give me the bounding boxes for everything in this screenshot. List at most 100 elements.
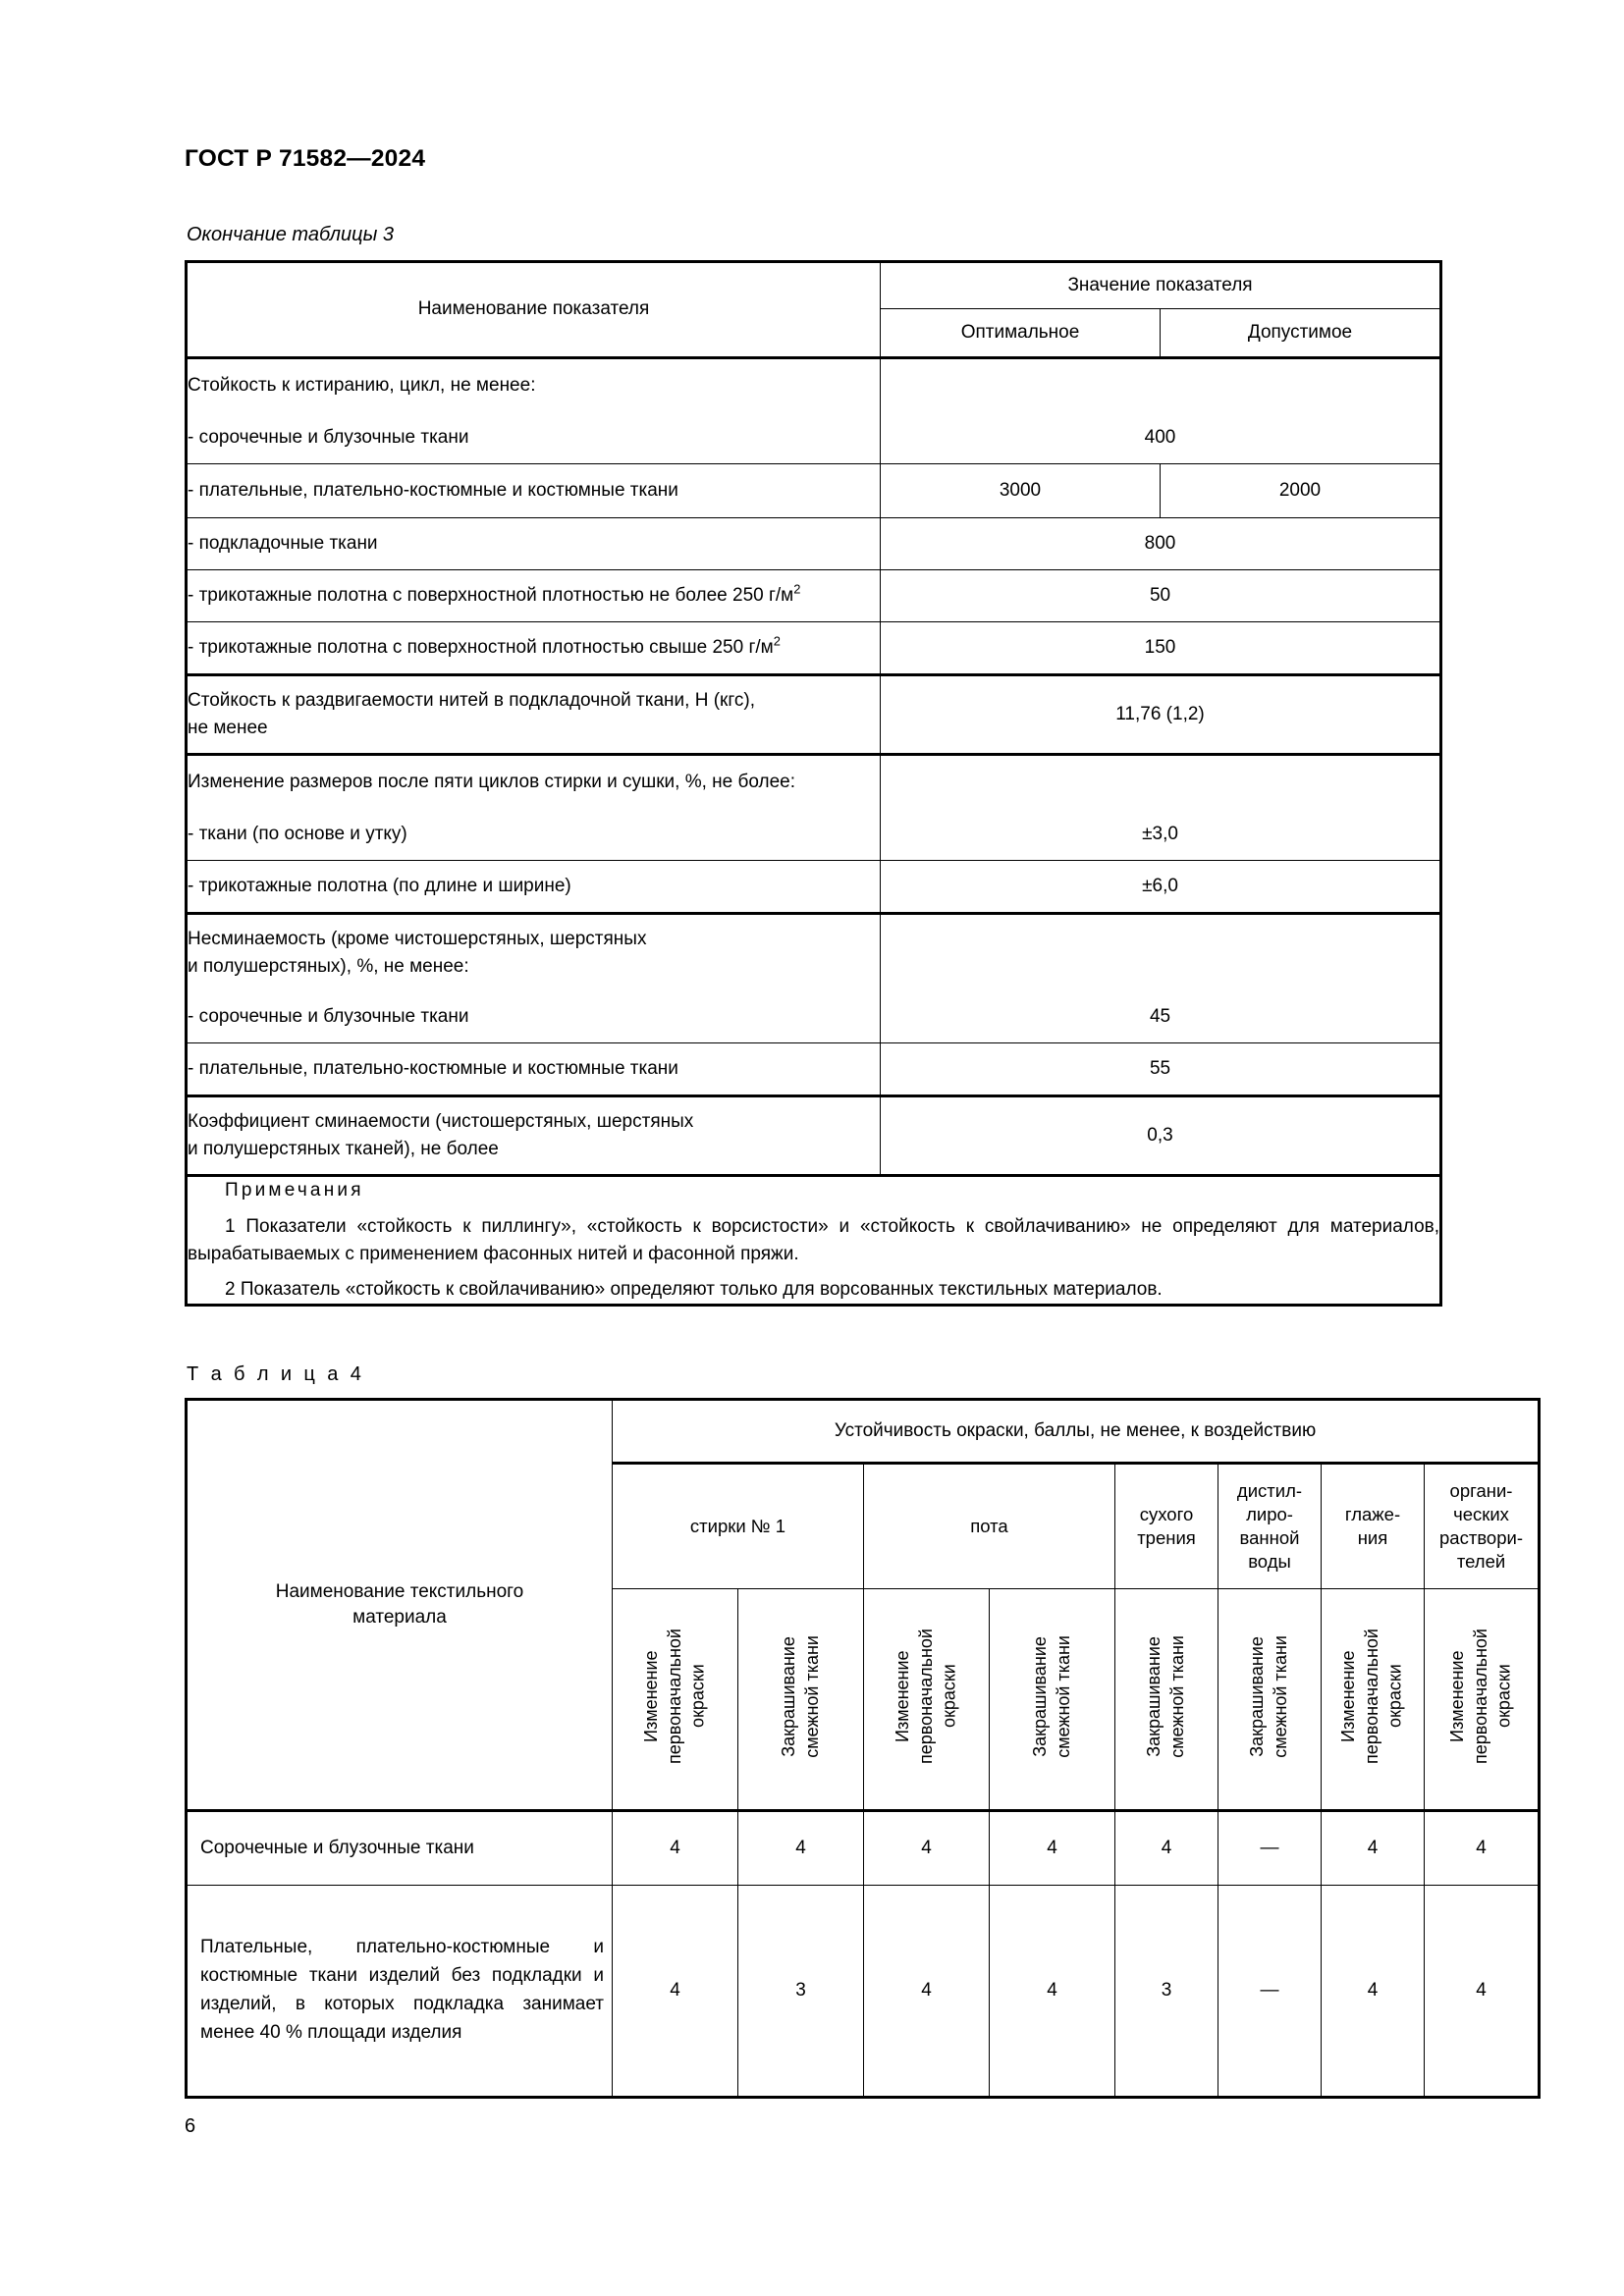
table4-cell: 4 <box>989 1810 1115 1886</box>
table3-row-label: - сорочечные и блузочные ткани <box>185 991 881 1043</box>
table4-group-dry-friction: сухого трения <box>1114 1463 1218 1589</box>
table-row: - трикотажные полотна с поверхностной пл… <box>185 621 1443 675</box>
table-row: Плательные, плательно-костюмные и костюм… <box>185 1885 1542 2099</box>
table4-subcol-label: Изменение первоначальной окраски <box>1446 1629 1514 1764</box>
table4-cell: 4 <box>1321 1810 1425 1886</box>
table4-subcol-8: Изменение первоначальной окраски <box>1423 1588 1542 1812</box>
table4-cell: 3 <box>737 1885 864 2099</box>
table4-group-organic-solvents: органи- ческих раствори- телей <box>1423 1463 1542 1589</box>
table3-header-row-2: Оптимальное Допустимое <box>187 308 1443 359</box>
table3-row-value: 150 <box>879 621 1443 675</box>
table3-row-label: Стойкость к раздвигаемости нитей в подкл… <box>185 673 881 755</box>
table4-group-distilled-water: дистил- лиро- ванной воды <box>1218 1463 1322 1589</box>
table3-row-value: 400 <box>879 412 1443 464</box>
table-3: Наименование показателя Значение показат… <box>184 260 1443 1307</box>
note-item: 1 Показатели «стойкость к пиллингу», «ст… <box>188 1215 1440 1265</box>
table3-row-label: - плательные, плательно-костюмные и кост… <box>185 463 881 518</box>
table3-row-label: - трикотажные полотна с поверхностной пл… <box>185 569 881 622</box>
table3-col-header-value-group: Значение показателя <box>879 260 1443 309</box>
table3-row-label: - трикотажные полотна (по длине и ширине… <box>185 860 881 914</box>
table4-cell: 4 <box>1423 1810 1542 1886</box>
table3-row-label-text: - трикотажные полотна с поверхностной пл… <box>188 637 774 659</box>
table3-col-header-name: Наименование показателя <box>185 260 881 359</box>
table4-cell: 4 <box>989 1885 1115 2099</box>
table-row: Изменение размеров после пяти циклов сти… <box>185 753 1443 809</box>
table4-cell: 4 <box>863 1885 990 2099</box>
table4-caption: Т а б л и ц а 4 <box>187 1363 365 1385</box>
table3-col-header-optimal: Оптимальное <box>880 308 1161 359</box>
table4-subcol-label: Изменение первоначальной окраски <box>1338 1629 1405 1764</box>
superscript-two: 2 <box>773 633 781 649</box>
table3-row-label: - плательные, плательно-костюмные и кост… <box>185 1042 881 1096</box>
table4-row-material: Сорочечные и блузочные ткани <box>185 1810 613 1886</box>
table3-row-value-allowed: 2000 <box>1159 463 1443 518</box>
table3-row-value: 55 <box>879 1042 1443 1096</box>
table4-subcol-label: Закрашивание смежной ткани <box>1144 1634 1187 1758</box>
table3-row-value: 45 <box>879 991 1443 1043</box>
table3-header-row-1: Наименование показателя Значение показат… <box>185 260 1443 359</box>
table4-cell: 4 <box>1321 1885 1425 2099</box>
table4-group-washing: стирки № 1 <box>612 1463 864 1589</box>
page-number: 6 <box>185 2115 196 2137</box>
table4-subcol-1: Изменение первоначальной окраски <box>612 1588 738 1812</box>
table-row: - плательные, плательно-костюмные и кост… <box>185 1042 1443 1096</box>
table4-cell: 4 <box>737 1810 864 1886</box>
table3-row-value-optimal: 3000 <box>880 463 1161 518</box>
table4-group-ironing: глаже- ния <box>1321 1463 1425 1589</box>
table3-row-label: Изменение размеров после пяти циклов сти… <box>185 753 881 809</box>
table3-row-label: - ткани (по основе и утку) <box>185 809 881 861</box>
table4-subcol-label: Закрашивание смежной ткани <box>778 1634 822 1758</box>
table3-notes-row: Примечания 1 Показатели «стойкость к пил… <box>184 1175 1443 1307</box>
table3-row-label: Несминаемость (кроме чистошерстяных, шер… <box>185 912 881 991</box>
table3-row-value <box>879 357 1443 412</box>
table4-subcol-5: Закрашивание смежной ткани <box>1114 1588 1218 1812</box>
table-row: - ткани (по основе и утку) ±3,0 <box>185 809 1443 861</box>
table-4: Наименование текстильного материала Усто… <box>185 1398 1542 2099</box>
table4-row-material: Плательные, плательно-костюмные и костюм… <box>185 1885 613 2099</box>
table4-subcol-label: Изменение первоначальной окраски <box>640 1629 708 1764</box>
table3-row-label: - сорочечные и блузочные ткани <box>185 412 881 464</box>
note-item: 2 Показатель «стойкость к свойлачиванию»… <box>225 1278 1163 1300</box>
table3-notes: Примечания 1 Показатели «стойкость к пил… <box>184 1175 1443 1307</box>
table4-cell: 3 <box>1114 1885 1218 2099</box>
table3-caption: Окончание таблицы 3 <box>187 224 395 245</box>
table4-header-row-3: Изменение первоначальной окраски Закраши… <box>187 1588 1542 1812</box>
table-row: Стойкость к истиранию, цикл, не менее: <box>185 357 1443 412</box>
table-row: - сорочечные и блузочные ткани 400 <box>185 412 1443 464</box>
table4-subcol-3: Изменение первоначальной окраски <box>863 1588 990 1812</box>
table4-group-sweat: пота <box>863 1463 1115 1589</box>
table4-header-row-1: Наименование текстильного материала Усто… <box>185 1398 1542 1812</box>
table4-subcol-label: Закрашивание смежной ткани <box>1247 1634 1290 1758</box>
table3-row-label: Коэффициент сминаемости (чистошерстяных,… <box>185 1095 881 1177</box>
table-row: - трикотажные полотна с поверхностной пл… <box>185 569 1443 622</box>
table-row: Несминаемость (кроме чистошерстяных, шер… <box>185 912 1443 991</box>
table4-cell: — <box>1218 1810 1322 1886</box>
table3-row-label: - трикотажные полотна с поверхностной пл… <box>185 621 881 675</box>
superscript-two: 2 <box>793 581 801 597</box>
table4-subcol-4: Закрашивание смежной ткани <box>989 1588 1115 1812</box>
table-row: - сорочечные и блузочные ткани 45 <box>185 991 1443 1043</box>
table-row: Стойкость к раздвигаемости нитей в подкл… <box>185 673 1443 755</box>
table4-col-header-material: Наименование текстильного материала <box>185 1398 613 1812</box>
table4-cell: 4 <box>1423 1885 1542 2099</box>
table4-subcol-6: Закрашивание смежной ткани <box>1218 1588 1322 1812</box>
table3-row-value: 11,76 (1,2) <box>879 673 1443 755</box>
table4-group-title: Устойчивость окраски, баллы, не менее, к… <box>611 1398 1542 1465</box>
table3-row-value: 0,3 <box>879 1095 1443 1177</box>
table-row: Сорочечные и блузочные ткани 4 4 4 4 4 —… <box>185 1810 1542 1886</box>
table4-cell: 4 <box>612 1885 738 2099</box>
table4-subcol-label: Изменение первоначальной окраски <box>892 1629 959 1764</box>
table4-subcol-7: Изменение первоначальной окраски <box>1321 1588 1425 1812</box>
table4-subcol-label: Закрашивание смежной ткани <box>1029 1634 1073 1758</box>
table3-row-label-text: - трикотажные полотна с поверхностной пл… <box>188 585 794 607</box>
table3-row-label: - подкладочные ткани <box>185 517 881 570</box>
table3-row-value <box>879 912 1443 991</box>
table4-cell: 4 <box>863 1810 990 1886</box>
standard-header: ГОСТ Р 71582—2024 <box>185 145 426 172</box>
table4-cell: — <box>1218 1885 1322 2099</box>
table-row: - трикотажные полотна (по длине и ширине… <box>185 860 1443 914</box>
table-row: Коэффициент сминаемости (чистошерстяных,… <box>185 1095 1443 1177</box>
table3-col-header-allowed: Допустимое <box>1159 308 1443 359</box>
table-row: - подкладочные ткани 800 <box>185 517 1443 570</box>
